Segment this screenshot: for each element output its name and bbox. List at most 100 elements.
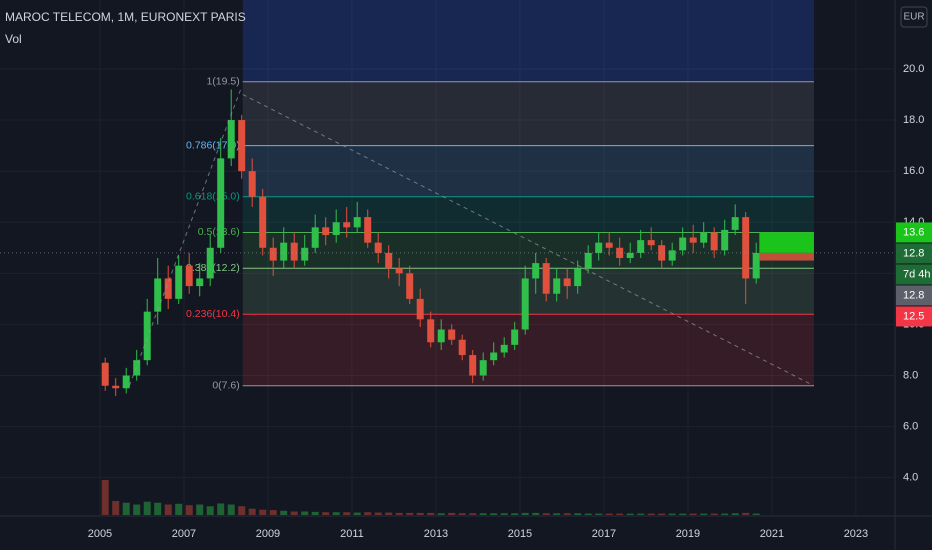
volume-bar	[521, 512, 529, 515]
fib-zone	[242, 196, 814, 233]
indicator-label: Vol	[5, 32, 22, 46]
candle-body	[164, 278, 172, 299]
volume-bar	[122, 502, 130, 515]
candle-body	[175, 265, 183, 299]
candle-body	[133, 360, 141, 376]
candle-body	[742, 217, 750, 279]
fib-label: 0.786(17.0)	[186, 139, 240, 151]
volume-bar	[332, 512, 340, 515]
volume-bar	[259, 509, 267, 515]
volume-bar	[637, 513, 645, 515]
fib-label: 0(7.6)	[212, 380, 239, 392]
volume-bar	[311, 511, 319, 515]
fib-label: 0.618(15.0)	[186, 190, 240, 202]
volume-bar	[679, 513, 687, 515]
volume-bar	[353, 512, 361, 515]
candle-body	[584, 252, 592, 269]
volume-bar	[416, 512, 424, 515]
fib-extension-zone	[242, 0, 814, 82]
volume-bar	[731, 513, 739, 515]
candle-body	[385, 252, 393, 269]
volume-bar	[710, 513, 718, 515]
y-tick-label: 4.0	[903, 472, 918, 484]
volume-bar	[595, 513, 603, 515]
volume-bar	[364, 512, 372, 515]
candle-body	[490, 352, 498, 361]
volume-bar	[700, 513, 708, 515]
candle-body	[679, 237, 687, 251]
y-tick-label: 20.0	[903, 63, 924, 75]
candle-body	[752, 252, 760, 279]
x-tick-label: 2005	[88, 528, 112, 540]
volume-bar	[490, 513, 498, 515]
x-tick-label: 2007	[172, 528, 196, 540]
volume-bar	[542, 513, 550, 515]
candle-body	[353, 217, 361, 228]
y-tick-label: 8.0	[903, 369, 918, 381]
x-tick-label: 2023	[844, 528, 868, 540]
candle-body	[206, 247, 214, 279]
candle-body	[553, 278, 561, 294]
volume-bar	[238, 506, 246, 515]
volume-bar	[395, 512, 403, 515]
candle-body	[112, 385, 120, 389]
candle-body	[322, 227, 330, 236]
candle-body	[448, 329, 456, 340]
volume-bar	[101, 480, 109, 515]
volume-bar	[280, 510, 288, 515]
candle-body	[280, 242, 288, 261]
volume-bar	[605, 513, 613, 515]
candle-body	[248, 171, 256, 197]
volume-bar	[584, 513, 592, 515]
candle-body	[731, 217, 739, 230]
volume-bar	[143, 501, 151, 515]
candle-body	[689, 237, 697, 243]
price-badge	[896, 285, 932, 306]
fib-label: 0.236(10.4)	[186, 308, 240, 320]
price-badge-label: 12.5	[903, 310, 924, 322]
volume-bar	[385, 512, 393, 515]
candle-body	[637, 240, 645, 253]
price-badge-label: 7d 4h	[903, 268, 931, 280]
candle-body	[227, 120, 235, 159]
fib-zone	[242, 145, 814, 197]
volume-bar	[175, 503, 183, 515]
volume-bar	[658, 513, 666, 515]
volume-bar	[668, 513, 676, 515]
price-badge	[896, 222, 932, 243]
y-tick-label: 18.0	[903, 114, 924, 126]
candle-body	[364, 217, 372, 243]
candle-body	[469, 355, 477, 376]
volume-bar	[689, 513, 697, 515]
candle-body	[437, 329, 445, 343]
volume-bar	[406, 512, 414, 515]
candle-body	[395, 268, 403, 274]
candle-body	[479, 360, 487, 376]
volume-bar	[563, 513, 571, 515]
volume-bar	[164, 504, 172, 515]
candle-body	[500, 344, 508, 353]
candle-body	[101, 362, 109, 386]
volume-bar	[511, 513, 519, 515]
volume-bar	[196, 504, 204, 515]
candle-body	[574, 268, 582, 287]
volume-bar	[626, 513, 634, 515]
candle-body	[154, 278, 162, 312]
candle-body	[301, 247, 309, 261]
x-tick-label: 2011	[340, 528, 364, 540]
volume-bar	[721, 513, 729, 515]
volume-bar	[248, 508, 256, 515]
position-profit	[759, 232, 814, 253]
volume-bar	[647, 513, 655, 515]
price-badge-label: 12.8	[903, 247, 924, 259]
candle-body	[143, 311, 151, 361]
currency-box[interactable]	[900, 6, 928, 28]
x-tick-label: 2019	[676, 528, 700, 540]
currency[interactable]: EUR	[903, 12, 924, 23]
candle-body	[458, 339, 466, 356]
volume-bar	[553, 513, 561, 515]
candle-body	[721, 229, 729, 251]
candle-body	[196, 278, 204, 287]
candle-body	[185, 265, 193, 287]
candle-body	[311, 227, 319, 248]
